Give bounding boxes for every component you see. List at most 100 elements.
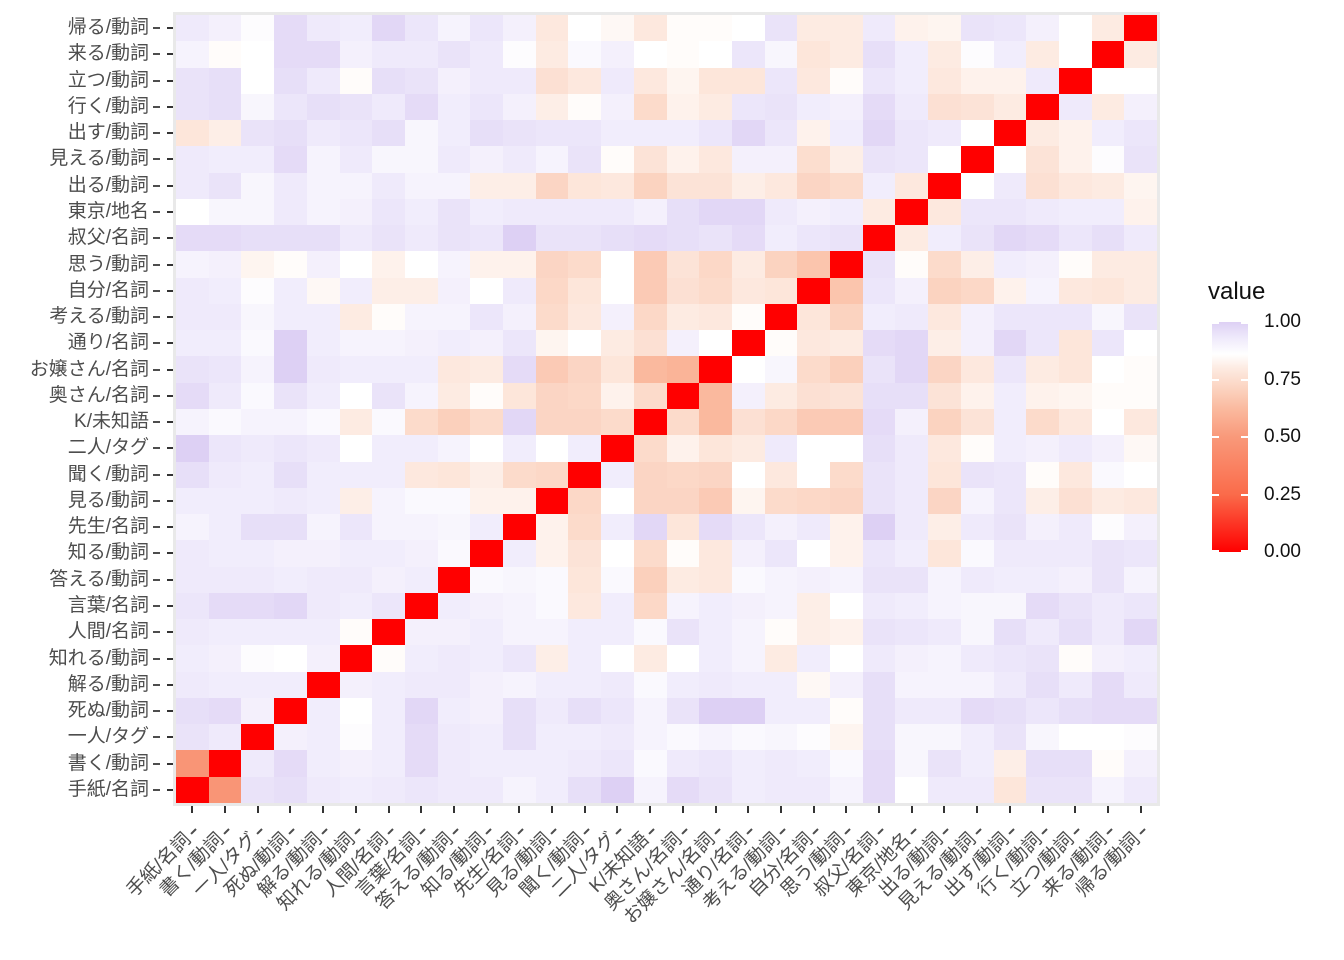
heatmap-cell [1091, 592, 1125, 620]
heatmap-cell [470, 540, 504, 568]
y-tick-label: 一人/タグ [0, 726, 160, 748]
heatmap-cell [1124, 645, 1158, 673]
heatmap-cell [306, 435, 340, 463]
heatmap-cell [960, 697, 994, 725]
heatmap-cell [208, 15, 242, 42]
heatmap-cell [568, 356, 602, 384]
legend: value 1.00 0.75 0.50 0.25 0.00 [1200, 270, 1340, 570]
y-axis-tick [167, 105, 173, 108]
heatmap-cell [1091, 724, 1125, 751]
y-tick-label: 知る/動詞 [0, 542, 160, 564]
y-tick-label-text: 一人/タグ [67, 726, 149, 748]
x-axis-tick [518, 806, 521, 813]
heatmap-cell [601, 697, 635, 725]
heatmap-cell [764, 330, 798, 357]
heatmap-cell [830, 619, 864, 646]
heatmap-cell [830, 225, 864, 252]
heatmap-cell [862, 461, 896, 489]
heatmap-cell [470, 514, 504, 541]
heatmap-cell [797, 356, 831, 384]
heatmap-cell [1091, 619, 1125, 646]
heatmap-cell [1124, 619, 1158, 646]
heatmap-cell [568, 120, 602, 147]
heatmap-cell [731, 619, 766, 646]
heatmap-cell [699, 724, 733, 751]
heatmap-cell [895, 566, 929, 594]
heatmap-cell [1124, 277, 1158, 305]
heatmap-cell [568, 566, 602, 594]
heatmap-cell [503, 435, 537, 463]
y-label-dash [153, 316, 160, 319]
heatmap-cell [862, 776, 896, 804]
heatmap-cell [339, 120, 373, 147]
heatmap-cell [1026, 146, 1060, 174]
heatmap-cell [1124, 41, 1158, 69]
x-label-dash [1008, 828, 1015, 835]
heatmap-cell [1091, 540, 1125, 568]
heatmap-cell [208, 198, 242, 226]
heatmap-cell [568, 645, 602, 673]
heatmap-cell [633, 15, 667, 42]
heatmap-cell [797, 409, 831, 436]
heatmap-cell [274, 277, 308, 305]
heatmap-cell [862, 592, 896, 620]
heatmap-cell [306, 776, 340, 804]
heatmap-cell [830, 540, 864, 568]
heatmap-cell [764, 671, 798, 699]
heatmap-cell [764, 435, 798, 463]
y-label-dash [153, 158, 160, 161]
heatmap-cell [862, 277, 896, 305]
heatmap-cell [437, 41, 471, 69]
heatmap-cell [535, 671, 569, 699]
heatmap-cell [633, 146, 667, 174]
heatmap-cell [404, 67, 439, 95]
heatmap-cell [437, 303, 471, 331]
heatmap-cell [437, 592, 471, 620]
heatmap-cell [601, 461, 635, 489]
y-tick-label: 行く/動詞 [0, 96, 160, 118]
x-axis-tick [452, 806, 455, 813]
heatmap-cell [568, 303, 602, 331]
heatmap-cell [699, 435, 733, 463]
heatmap-cell [797, 487, 831, 515]
x-axis-tick [976, 806, 979, 813]
heatmap-cell [372, 198, 406, 226]
heatmap-cell [208, 382, 242, 410]
heatmap-cell [1026, 461, 1060, 489]
heatmap-cell [176, 330, 210, 357]
heatmap-cell [1026, 776, 1060, 804]
heatmap-cell [568, 592, 602, 620]
heatmap-cell [1124, 172, 1158, 200]
heatmap-cell [928, 409, 962, 436]
heatmap-cell [895, 225, 929, 252]
heatmap-cell [960, 277, 994, 305]
heatmap-cell [699, 645, 733, 673]
heatmap-cell [339, 435, 373, 463]
heatmap-cell [1091, 303, 1125, 331]
heatmap-cell [372, 566, 406, 594]
heatmap-cell [601, 225, 635, 252]
heatmap-cell [928, 776, 962, 804]
heatmap-cell [993, 671, 1027, 699]
heatmap-cell [699, 198, 733, 226]
heatmap-cell [993, 330, 1027, 357]
y-tick-label: 知れる/動詞 [0, 648, 160, 670]
heatmap-cell [208, 566, 242, 594]
heatmap-cell [1026, 382, 1060, 410]
heatmap-cell [830, 120, 864, 147]
heatmap-cell [960, 172, 994, 200]
heatmap-cell [960, 435, 994, 463]
heatmap-cell [830, 41, 864, 69]
heatmap-cell [404, 724, 439, 751]
heatmap-cell [862, 356, 896, 384]
y-tick-label-text: 見る/動詞 [67, 489, 149, 511]
heatmap-cell [1058, 251, 1093, 279]
x-label-dash [681, 828, 688, 835]
y-label-dash [153, 526, 160, 529]
heatmap-cell [1124, 671, 1158, 699]
heatmap-cell [895, 619, 929, 646]
heatmap-cell [535, 461, 569, 489]
heatmap-cell [241, 645, 275, 673]
heatmap-cell [306, 41, 340, 69]
